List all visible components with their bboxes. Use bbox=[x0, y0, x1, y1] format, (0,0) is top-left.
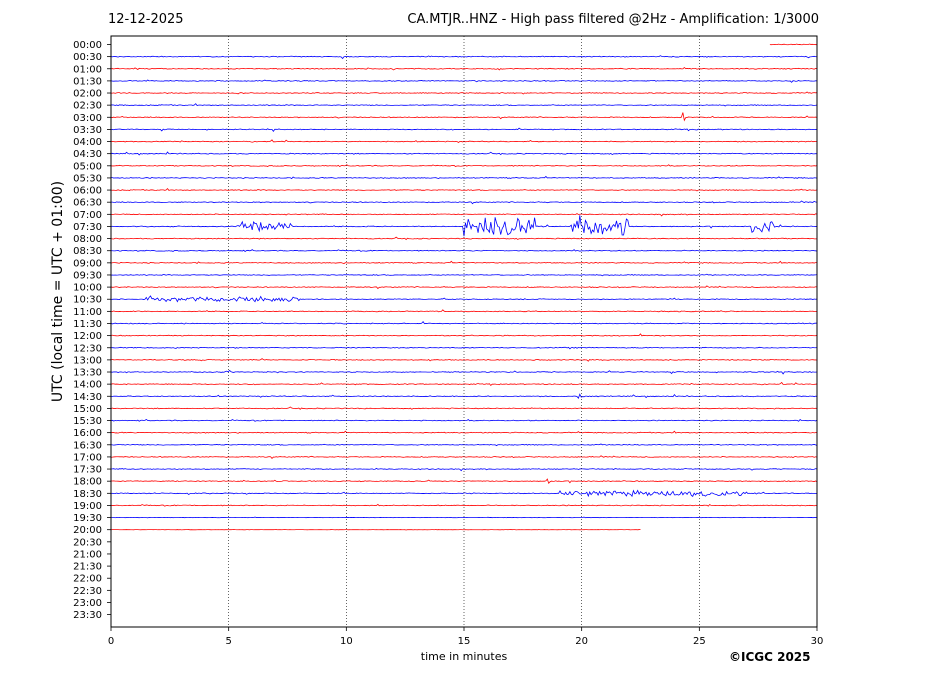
y-tick-label: 19:30 bbox=[73, 513, 102, 524]
y-tick-label: 10:00 bbox=[73, 283, 102, 294]
y-tick-label: 14:30 bbox=[73, 392, 102, 403]
chart-title: CA.MTJR..HNZ - High pass filtered @2Hz -… bbox=[407, 12, 819, 27]
y-tick-label: 18:00 bbox=[73, 477, 102, 488]
y-tick-label: 18:30 bbox=[73, 489, 102, 500]
y-tick-label: 15:00 bbox=[73, 404, 102, 415]
chart-date: 12-12-2025 bbox=[108, 12, 184, 27]
y-tick-label: 10:30 bbox=[73, 295, 102, 306]
x-ticks-group: 0 5 10 15 20 25 30 bbox=[108, 627, 824, 647]
y-tick-label: 13:00 bbox=[73, 355, 102, 366]
y-tick-label: 17:30 bbox=[73, 465, 102, 476]
x-tick-label: 0 bbox=[108, 636, 114, 647]
trace-0900 bbox=[110, 260, 818, 265]
y-tick-label: 05:30 bbox=[73, 173, 102, 184]
trace-0630 bbox=[110, 200, 818, 205]
trace-0730 bbox=[110, 215, 817, 237]
trace-1900 bbox=[110, 503, 818, 507]
trace-0030 bbox=[110, 55, 818, 60]
y-tick-label: 04:00 bbox=[73, 137, 102, 148]
y-tick-label: 03:30 bbox=[73, 125, 102, 136]
x-tick-label: 20 bbox=[575, 636, 588, 647]
trace-1200 bbox=[110, 333, 818, 337]
trace-0300 bbox=[110, 112, 818, 122]
traces-group bbox=[110, 43, 818, 531]
plot-frame bbox=[110, 35, 818, 628]
y-tick-label: 21:30 bbox=[73, 562, 102, 573]
y-tick-label: 13:30 bbox=[73, 368, 102, 379]
y-tick-label: 12:30 bbox=[73, 343, 102, 354]
y-tick-label: 22:30 bbox=[73, 586, 102, 597]
trace-0700 bbox=[110, 213, 818, 217]
trace-1100 bbox=[110, 309, 818, 313]
y-tick-label: 04:30 bbox=[73, 149, 102, 160]
y-tick-label: 02:30 bbox=[73, 101, 102, 112]
y-tick-label: 11:30 bbox=[73, 319, 102, 330]
y-tick-label: 12:00 bbox=[73, 331, 102, 342]
trace-1930 bbox=[110, 516, 818, 519]
y-tick-label: 00:30 bbox=[73, 52, 102, 63]
trace-0800 bbox=[110, 236, 818, 241]
y-tick-label: 09:30 bbox=[73, 270, 102, 281]
y-tick-label: 17:00 bbox=[73, 452, 102, 463]
x-tick-label: 15 bbox=[458, 636, 471, 647]
y-axis-label: UTC (local time = UTC + 01:00) bbox=[50, 181, 66, 402]
trace-1400 bbox=[110, 381, 818, 387]
y-tick-label: 16:00 bbox=[73, 428, 102, 439]
trace-1800 bbox=[110, 478, 818, 485]
trace-1130 bbox=[110, 320, 818, 325]
trace-2000 bbox=[110, 529, 641, 531]
y-tick-label: 20:00 bbox=[73, 525, 102, 536]
y-tick-label: 08:00 bbox=[73, 234, 102, 245]
y-tick-label: 03:00 bbox=[73, 113, 102, 124]
trace-0000 bbox=[769, 43, 817, 46]
y-tick-label: 20:30 bbox=[73, 537, 102, 548]
trace-1300 bbox=[110, 358, 818, 362]
y-tick-label: 05:00 bbox=[73, 161, 102, 172]
trace-0930 bbox=[110, 273, 818, 277]
y-tick-label: 22:00 bbox=[73, 574, 102, 585]
y-tick-label: 11:00 bbox=[73, 307, 102, 318]
y-tick-label: 19:00 bbox=[73, 501, 102, 512]
y-tick-label: 09:00 bbox=[73, 258, 102, 269]
y-tick-label: 08:30 bbox=[73, 246, 102, 257]
y-tick-label: 06:30 bbox=[73, 198, 102, 209]
y-tick-label: 01:30 bbox=[73, 76, 102, 87]
trace-0100 bbox=[110, 66, 818, 71]
copyright-notice: ©ICGC 2025 bbox=[729, 650, 811, 664]
x-tick-label: 5 bbox=[225, 636, 231, 647]
trace-0830 bbox=[110, 249, 818, 252]
y-tick-label: 07:00 bbox=[73, 210, 102, 221]
x-tick-label: 10 bbox=[340, 636, 353, 647]
y-tick-label: 15:30 bbox=[73, 416, 102, 427]
y-tick-label: 21:00 bbox=[73, 549, 102, 560]
y-tick-label: 23:00 bbox=[73, 598, 102, 609]
y-tick-label: 06:00 bbox=[73, 186, 102, 197]
y-tick-label: 23:30 bbox=[73, 610, 102, 621]
y-tick-label: 16:30 bbox=[73, 440, 102, 451]
x-tick-label: 25 bbox=[693, 636, 706, 647]
y-tick-label: 02:00 bbox=[73, 89, 102, 100]
x-axis-label: time in minutes bbox=[421, 650, 508, 663]
y-tick-label: 01:00 bbox=[73, 64, 102, 75]
trace-1230 bbox=[110, 346, 818, 350]
y-tick-label: 14:00 bbox=[73, 380, 102, 391]
y-tick-label: 00:00 bbox=[73, 40, 102, 51]
grid-group bbox=[228, 36, 700, 627]
y-tick-label: 07:30 bbox=[73, 222, 102, 233]
x-tick-label: 30 bbox=[811, 636, 824, 647]
trace-1000 bbox=[110, 285, 818, 290]
